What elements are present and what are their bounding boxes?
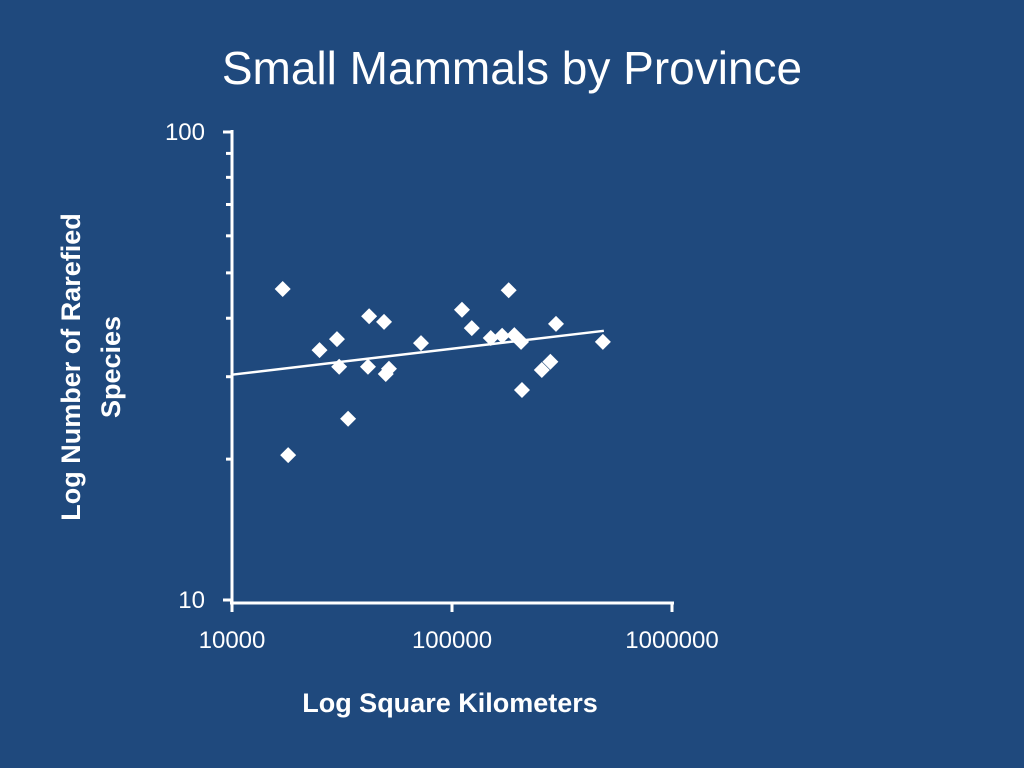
x-tick-label: 100000 [412, 627, 492, 654]
x-axis-label: Log Square Kilometers [302, 688, 598, 718]
trendline [231, 329, 604, 376]
point [274, 280, 291, 297]
y-axis-label-line: Species [96, 316, 126, 418]
point [376, 313, 393, 330]
point [328, 331, 345, 348]
point [280, 447, 297, 464]
point [361, 308, 378, 325]
point [500, 282, 517, 299]
point [548, 315, 565, 332]
point [453, 301, 470, 318]
x-tick-label: 1000000 [625, 627, 718, 654]
chart-title: Small Mammals by Province [222, 42, 802, 94]
point [380, 360, 397, 377]
point [311, 342, 328, 359]
point [513, 382, 530, 399]
point [542, 353, 559, 370]
point [594, 333, 611, 350]
y-axis-label: Log Number of Rarefied Species [56, 213, 126, 521]
point [513, 333, 530, 350]
point [413, 335, 430, 352]
y-axis-label-line: Log Number of Rarefied [56, 213, 86, 521]
point [359, 358, 376, 375]
point [494, 327, 511, 344]
x-tick-label: 10000 [199, 627, 266, 654]
y-tick-label: 100 [165, 119, 205, 146]
point [482, 329, 499, 346]
y-tick-label: 10 [178, 587, 205, 614]
point [533, 362, 550, 379]
point [463, 320, 480, 337]
point [340, 410, 357, 427]
